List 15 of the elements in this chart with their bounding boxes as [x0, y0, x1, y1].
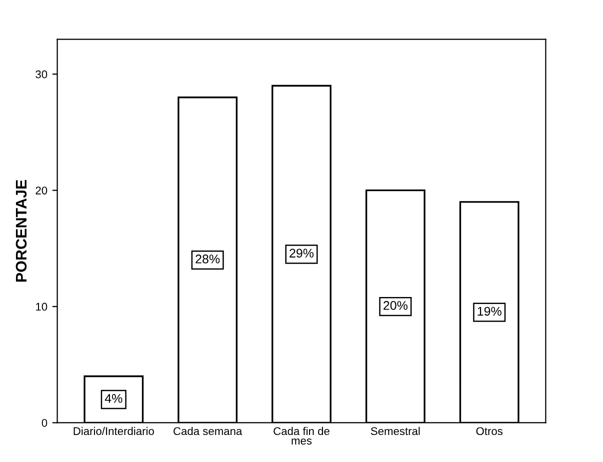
y-tick-label: 0	[42, 418, 48, 427]
x-tick-label: Otros	[476, 427, 503, 436]
data-label: 19%	[478, 306, 502, 316]
y-tick-label: 30	[36, 70, 48, 78]
x-tick-label: Diario/Interdiario	[74, 426, 154, 436]
data-label: 4%	[104, 394, 122, 403]
data-label: 20%	[384, 301, 408, 310]
x-tick-label: Semestral	[370, 426, 420, 436]
y-tick-label: 20	[36, 186, 48, 194]
data-label: 28%	[196, 254, 220, 264]
y-tick-label: 10	[36, 302, 48, 311]
x-tick-label: Cada semana	[174, 426, 242, 436]
data-label: 29%	[290, 248, 314, 258]
y-axis-title: PORCENTAJE	[16, 180, 27, 282]
x-tick-label: Cada fin de mes	[274, 426, 330, 445]
